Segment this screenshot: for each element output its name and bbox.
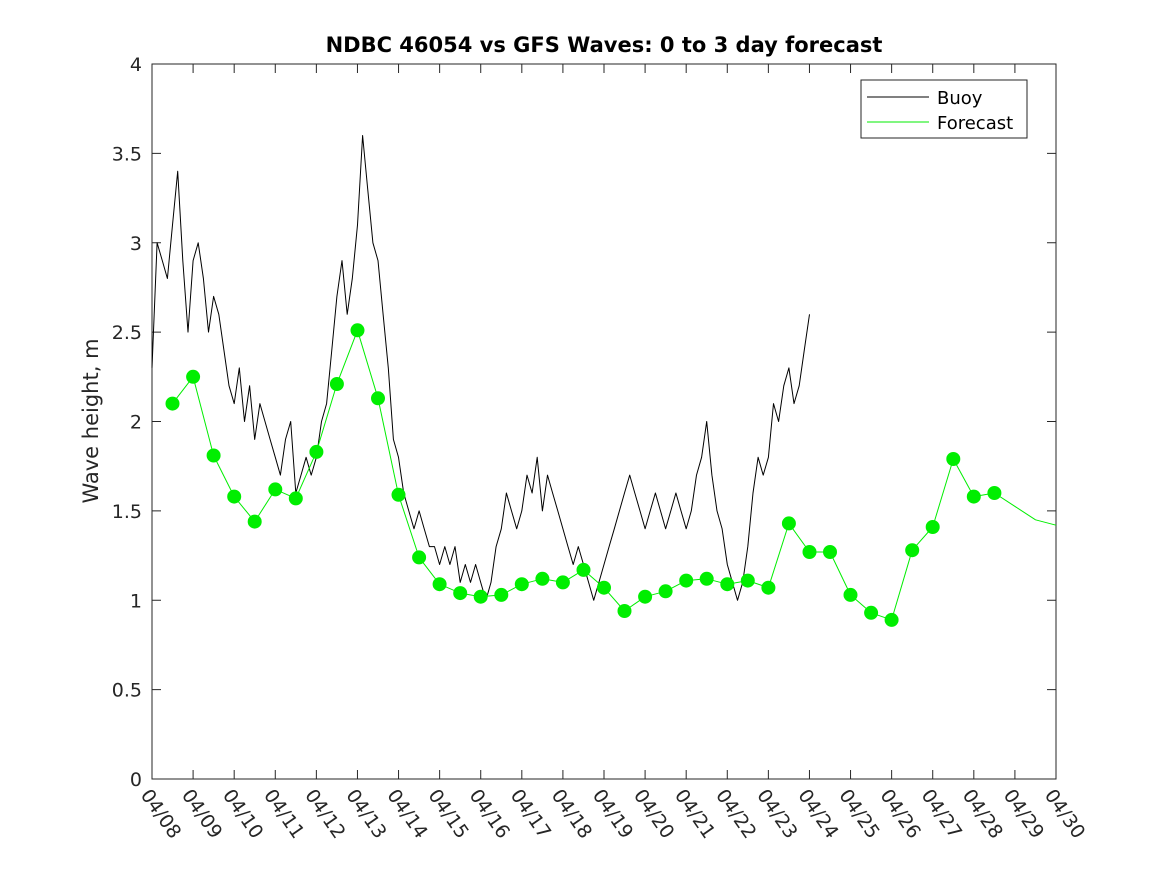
axis-ticks (151, 63, 1057, 780)
forecast-point (740, 573, 755, 588)
legend-box (860, 79, 1028, 139)
forecast-point (555, 575, 570, 590)
forecast-point (535, 571, 550, 586)
plot-area (151, 63, 1057, 780)
y-axis-label: Wave height, m (79, 338, 103, 503)
forecast-point (309, 444, 324, 459)
legend: Buoy Forecast (860, 79, 1028, 139)
forecast-point (494, 587, 509, 602)
forecast-point (453, 586, 468, 601)
forecast-point (843, 587, 858, 602)
forecast-point (987, 486, 1002, 500)
forecast-point (823, 545, 837, 559)
forecast-point (761, 580, 776, 595)
legend-forecast-label: Forecast (937, 113, 1013, 134)
forecast-point (802, 545, 817, 559)
forecast-point (720, 577, 735, 592)
forecast-point (699, 571, 714, 586)
forecast-point (432, 577, 447, 592)
forecast-point (638, 589, 653, 604)
forecast-point (905, 543, 920, 558)
y-tick-label: 1.5 (112, 501, 142, 523)
forecast-point (247, 514, 262, 529)
forecast-point (288, 491, 303, 506)
y-tick-label: 3.5 (112, 143, 142, 165)
forecast-point (576, 562, 591, 577)
y-tick-label: 2 (130, 412, 142, 434)
forecast-point (781, 516, 796, 531)
forecast-markers (165, 323, 1002, 627)
y-tick-label: 0.5 (112, 680, 142, 702)
forecast-point (679, 573, 694, 588)
y-tick-label: 3 (130, 233, 142, 255)
forecast-point (658, 584, 673, 599)
forecast-point (206, 448, 221, 463)
forecast-point (473, 589, 488, 604)
forecast-point (884, 612, 899, 627)
forecast-point (165, 396, 180, 411)
forecast-point (514, 577, 529, 592)
y-tick-label: 4 (130, 54, 142, 76)
y-tick-labels: 0 0.5 1 1.5 2 2.5 3 3.5 4 (112, 54, 142, 791)
forecast-point (966, 489, 981, 504)
forecast-point (597, 580, 611, 595)
chart-title: NDBC 46054 vs GFS Waves: 0 to 3 day fore… (326, 33, 883, 57)
forecast-point (227, 489, 242, 504)
legend-buoy-label: Buoy (937, 88, 983, 109)
forecast-point (864, 605, 879, 620)
forecast-point (946, 452, 961, 466)
buoy-series-line (151, 135, 810, 601)
y-tick-label: 1 (130, 590, 142, 612)
forecast-point (412, 550, 427, 565)
forecast-point (925, 520, 940, 534)
forecast-point (391, 487, 406, 502)
forecast-point (268, 482, 283, 497)
forecast-point (350, 323, 365, 338)
forecast-point (329, 377, 344, 391)
forecast-point (186, 369, 201, 384)
y-tick-label: 0 (130, 769, 142, 791)
y-tick-label: 2.5 (112, 322, 142, 344)
forecast-point (371, 391, 385, 406)
forecast-point (617, 604, 632, 618)
